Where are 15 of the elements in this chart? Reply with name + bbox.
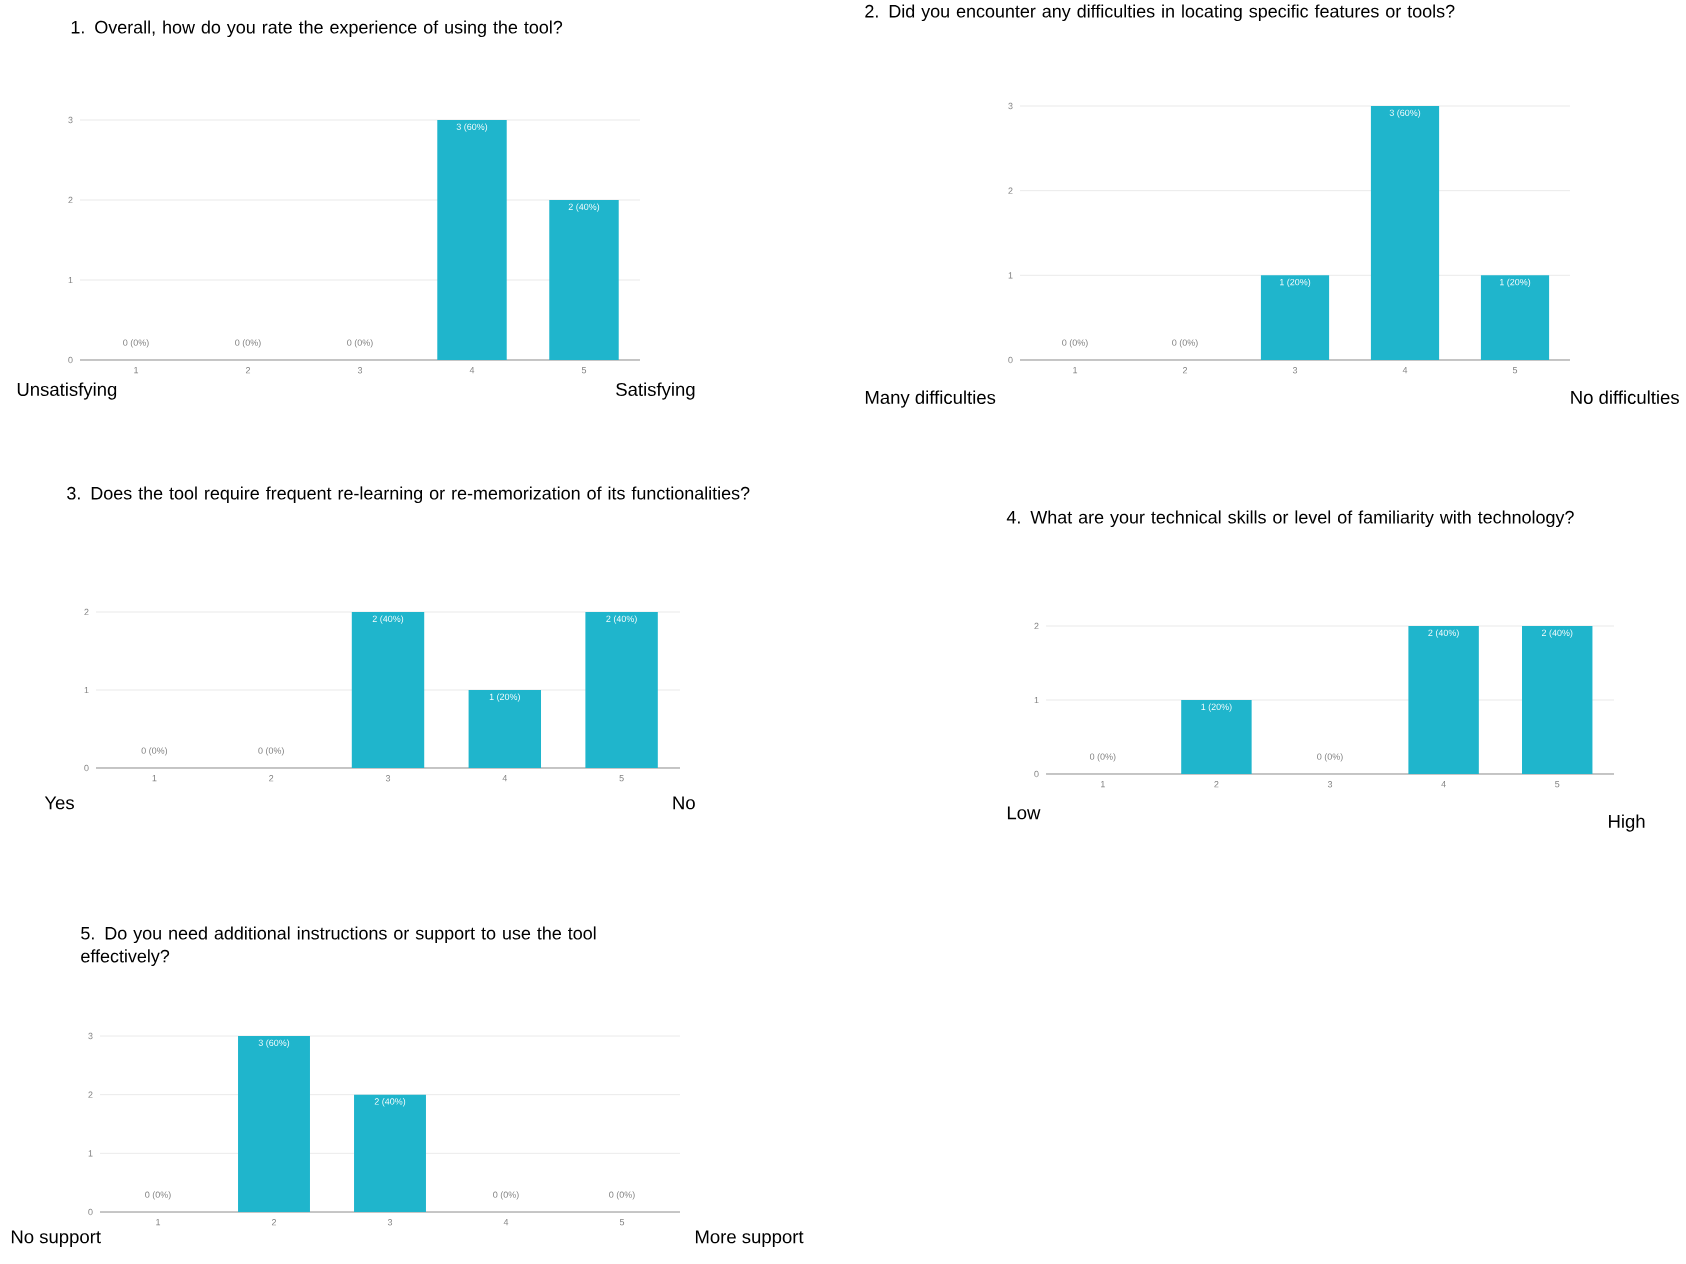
text: Low [1007, 806, 1041, 820]
text: No difficulties [1571, 390, 1679, 404]
chart-title: 4. What are your technical skills or level of familiarity with technology? [1006, 510, 1574, 528]
chart-title: 5. Do you need additional instructions or support to use the tool effectively? [81, 926, 596, 967]
chart-title: 3. Does the tool require frequent re-learning or re-memorization of its functionalities? [67, 486, 750, 504]
text: No support [11, 1230, 101, 1247]
chart-title: 2. Did you encounter any difficulties in locating specific features or tools? [865, 4, 1455, 22]
text: Unsatisfying [17, 382, 117, 400]
text: More support [695, 1230, 804, 1247]
chart-title: 1. Overall, how do you rate the experience of using the tool? [71, 20, 563, 38]
text: Many difficulties [865, 390, 996, 408]
text: Yes [44, 796, 74, 810]
text: High [1609, 814, 1645, 832]
text: No [673, 796, 695, 810]
text: Satisfying [616, 382, 695, 400]
